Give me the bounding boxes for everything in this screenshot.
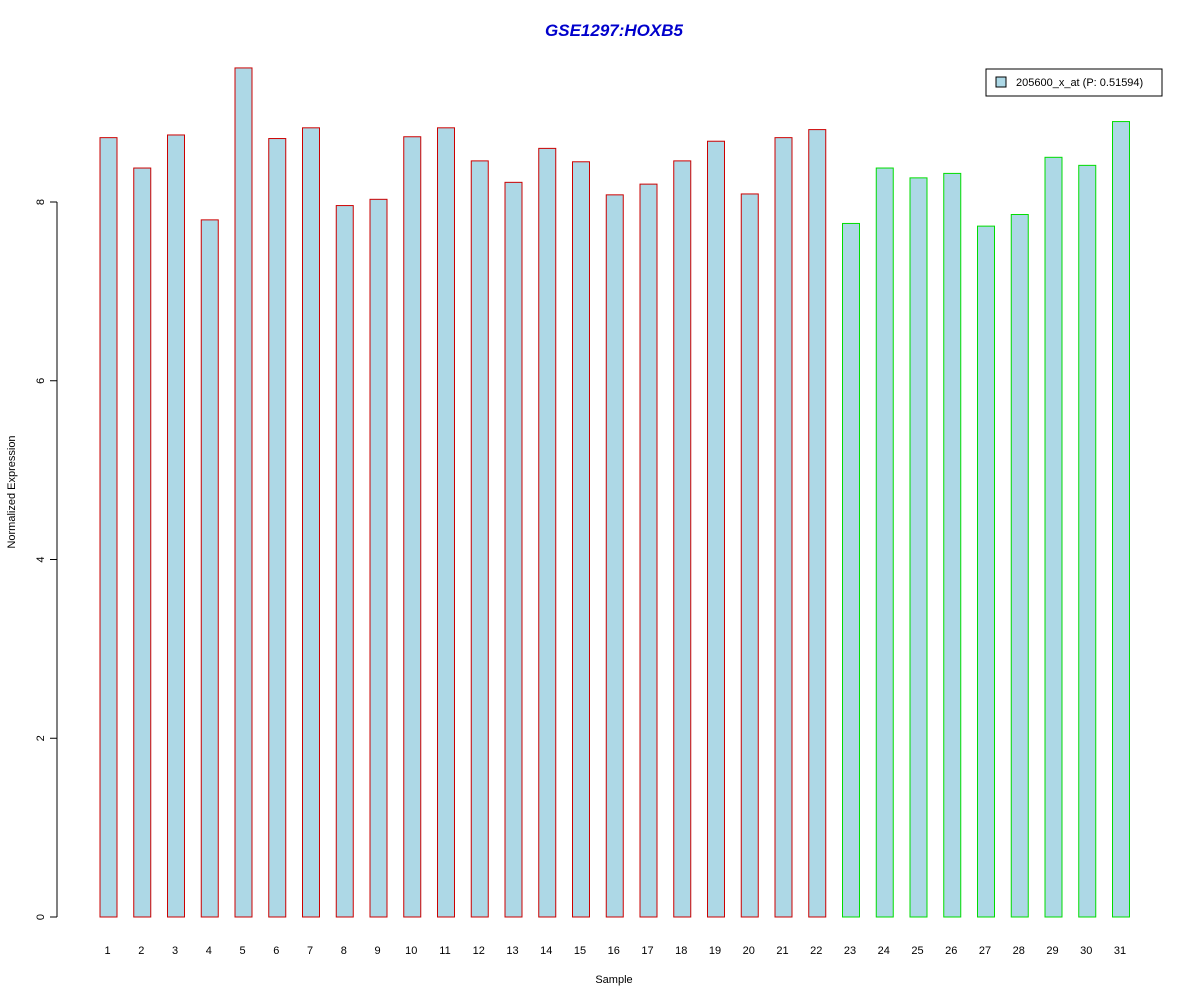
legend-label: 205600_x_at (P: 0.51594) xyxy=(1016,77,1143,89)
x-tick-label: 10 xyxy=(405,945,417,957)
x-tick-label: 17 xyxy=(641,945,653,957)
bar xyxy=(1112,121,1130,918)
bar xyxy=(99,137,118,918)
x-tick-label: 22 xyxy=(810,945,822,957)
x-tick-label: 6 xyxy=(273,945,279,957)
y-tick-label: 8 xyxy=(35,199,47,205)
bar xyxy=(133,167,152,918)
y-tick-label: 2 xyxy=(35,735,47,741)
x-tick-label: 19 xyxy=(709,945,721,957)
bar xyxy=(909,177,928,918)
x-tick-label: 4 xyxy=(206,945,212,957)
x-tick-label: 1 xyxy=(104,945,110,957)
x-tick-label: 27 xyxy=(979,945,991,957)
bar xyxy=(639,183,658,918)
x-tick-label: 28 xyxy=(1013,945,1025,957)
bar xyxy=(1044,156,1063,918)
x-tick-label: 9 xyxy=(374,945,380,957)
legend-box xyxy=(985,68,1163,97)
x-axis-label: Sample xyxy=(595,974,632,986)
bar xyxy=(504,181,523,918)
x-tick-label: 14 xyxy=(540,945,552,957)
bar xyxy=(1078,164,1097,918)
x-tick-label: 3 xyxy=(172,945,178,957)
bar xyxy=(369,198,388,918)
x-tick-label: 25 xyxy=(911,945,923,957)
x-tick-labels: 1 2 3 4 5 6 7 8 9 10 11 12 13 14 15 16 17 18 19 20 21 22 23 24 2… xyxy=(104,945,1126,957)
x-tick-label: 13 xyxy=(506,945,518,957)
bar xyxy=(707,140,725,918)
x-tick-label: 20 xyxy=(743,945,755,957)
chart-title: GSE1297:HOXB5 xyxy=(545,21,683,40)
bar xyxy=(842,222,860,918)
x-tick-label: 29 xyxy=(1046,945,1058,957)
bar xyxy=(437,127,455,918)
bar xyxy=(403,136,422,918)
bar xyxy=(470,160,489,918)
bar xyxy=(875,167,894,918)
bar xyxy=(673,160,692,918)
y-ticks: 0 2 4 6 8 xyxy=(35,199,57,920)
x-tick-label: 16 xyxy=(608,945,620,957)
y-tick-label: 6 xyxy=(35,378,47,384)
x-tick-label: 8 xyxy=(341,945,347,957)
bar xyxy=(943,172,962,918)
bar xyxy=(605,194,624,918)
legend-swatch xyxy=(995,76,1007,88)
x-tick-label: 18 xyxy=(675,945,687,957)
legend: 205600_x_at (P: 0.51594) xyxy=(985,68,1163,97)
bar xyxy=(977,225,995,918)
bar xyxy=(740,193,759,918)
bar xyxy=(268,138,287,918)
bar xyxy=(538,147,557,918)
x-tick-label: 24 xyxy=(878,945,890,957)
bar xyxy=(335,205,354,918)
x-tick-label: 31 xyxy=(1114,945,1126,957)
bar xyxy=(572,161,590,918)
x-tick-label: 26 xyxy=(945,945,957,957)
bar xyxy=(167,134,185,918)
x-tick-label: 23 xyxy=(844,945,856,957)
bar xyxy=(1010,214,1029,918)
x-tick-label: 11 xyxy=(439,945,450,957)
y-tick-label: 0 xyxy=(35,914,47,920)
bar xyxy=(302,127,320,918)
y-axis-label: Normalized Expression xyxy=(6,435,18,548)
bar xyxy=(774,137,793,918)
bars xyxy=(99,67,1130,918)
bar xyxy=(234,67,253,918)
y-tick-label: 4 xyxy=(35,556,47,562)
x-tick-label: 7 xyxy=(307,945,313,957)
x-tick-label: 2 xyxy=(138,945,144,957)
bar xyxy=(200,219,219,918)
x-tick-label: 5 xyxy=(239,945,245,957)
x-tick-label: 15 xyxy=(574,945,586,957)
x-tick-label: 30 xyxy=(1080,945,1092,957)
x-tick-label: 12 xyxy=(473,945,485,957)
bar xyxy=(808,129,827,918)
x-tick-label: 21 xyxy=(776,945,788,957)
